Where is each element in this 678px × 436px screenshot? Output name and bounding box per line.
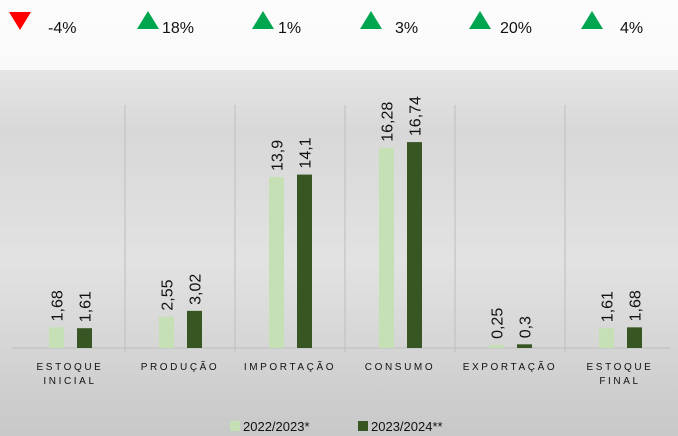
bar (187, 310, 202, 348)
x-tick-label: EXPORTAÇÃO (463, 360, 558, 373)
legend-label: 2023/2024** (371, 419, 443, 434)
legend-swatch (230, 421, 240, 431)
change-label: 18% (162, 20, 194, 37)
value-label: 2,55 (160, 279, 177, 310)
value-label: 0,25 (490, 308, 507, 339)
x-tick-label: ESTOQUE INICIAL (37, 362, 104, 387)
value-label: 14,1 (298, 137, 315, 168)
x-tick-label: IMPORTAÇÃO (244, 360, 336, 373)
bar (297, 174, 312, 348)
change-label: -4% (48, 20, 76, 37)
change-indicator (581, 11, 603, 29)
value-label: 13,9 (270, 140, 287, 171)
value-label: 3,02 (188, 274, 205, 305)
bar (379, 147, 394, 348)
change-label: 3% (395, 20, 418, 37)
change-indicator (252, 11, 274, 29)
change-indicator (9, 12, 31, 30)
value-label: 1,68 (628, 290, 645, 321)
change-label: 4% (620, 20, 643, 37)
value-label: 16,74 (408, 96, 425, 136)
bar (77, 328, 92, 348)
change-label: 1% (278, 20, 301, 37)
value-label: 0,3 (518, 316, 535, 338)
change-indicator (137, 11, 159, 29)
change-indicator (360, 11, 382, 29)
x-tick-label: CONSUMO (365, 362, 435, 373)
bar (159, 316, 174, 348)
value-label: 1,61 (78, 291, 95, 322)
bar (599, 328, 614, 348)
bar (49, 327, 64, 348)
bar (517, 344, 532, 348)
background-fade (0, 0, 678, 70)
legend-label: 2022/2023* (243, 419, 310, 434)
bar (627, 327, 642, 348)
bar (489, 344, 504, 348)
x-tick-label: PRODUÇÃO (141, 360, 220, 373)
change-indicator (469, 11, 491, 29)
value-label: 16,28 (380, 102, 397, 142)
value-label: 1,68 (50, 290, 67, 321)
bar (269, 177, 284, 348)
change-label: 20% (500, 20, 532, 37)
value-label: 1,61 (600, 291, 617, 322)
bar (407, 142, 422, 348)
legend-swatch (358, 421, 368, 431)
x-tick-label: ESTOQUE FINAL (587, 362, 654, 387)
